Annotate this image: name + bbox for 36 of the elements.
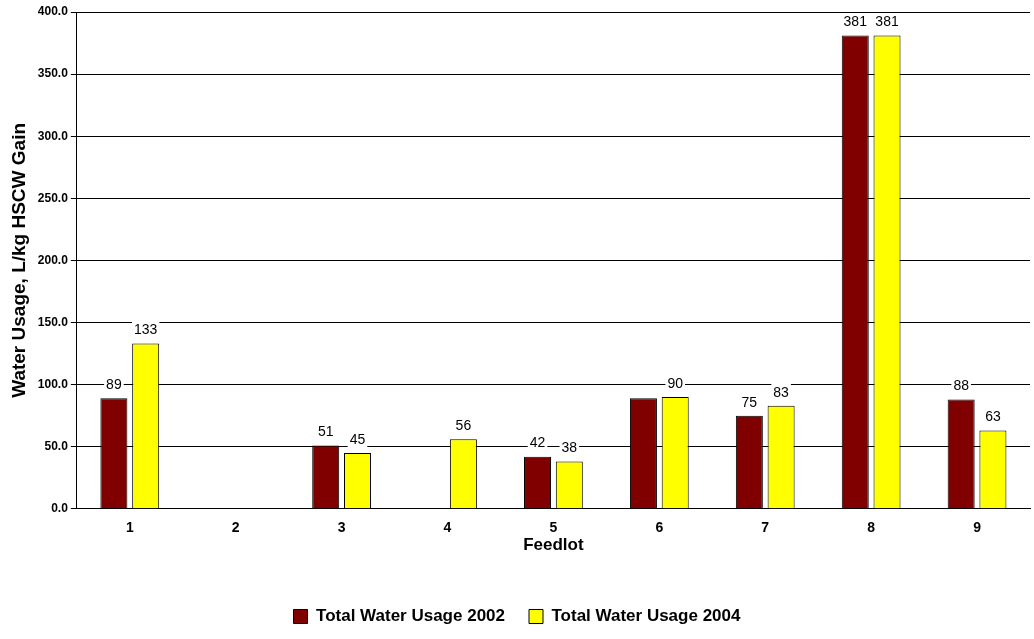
data-label: 63 bbox=[985, 408, 1001, 425]
x-tick-label: 2 bbox=[231, 519, 240, 536]
data-label: 42 bbox=[529, 434, 546, 451]
data-label: 88 bbox=[953, 377, 970, 394]
y-tick-label: 400.0 bbox=[37, 4, 69, 19]
y-tick-label: 50.0 bbox=[44, 439, 69, 454]
x-tick-label: 9 bbox=[973, 519, 982, 536]
data-label: 45 bbox=[349, 430, 366, 447]
legend-label: Total Water Usage 2004 bbox=[551, 606, 741, 626]
data-label: 381 bbox=[843, 13, 868, 30]
data-label: 90 bbox=[667, 374, 684, 391]
y-axis-title: Water Usage, L/kg HSCW Gain bbox=[7, 122, 29, 398]
x-axis-title: Feedlot bbox=[523, 535, 584, 555]
y-tick-label: 100.0 bbox=[37, 376, 69, 391]
y-tick-label: 0.0 bbox=[51, 501, 69, 516]
data-label: 381 bbox=[875, 13, 899, 30]
y-tick-label: 250.0 bbox=[37, 190, 69, 205]
x-tick-label: 7 bbox=[761, 519, 770, 536]
x-tick-label: 3 bbox=[337, 519, 346, 536]
data-label: 75 bbox=[741, 393, 758, 410]
data-label: 83 bbox=[773, 383, 790, 400]
x-tick-label: 5 bbox=[549, 519, 558, 536]
data-label: 89 bbox=[106, 376, 122, 393]
y-tick-label: 200.0 bbox=[37, 252, 69, 267]
y-tick-label: 350.0 bbox=[37, 66, 69, 81]
x-tick-label: 4 bbox=[443, 519, 452, 536]
y-tick-label: 300.0 bbox=[37, 128, 69, 143]
x-tick-label: 6 bbox=[655, 519, 664, 536]
x-tick-label: 8 bbox=[867, 519, 876, 536]
data-label: 56 bbox=[455, 417, 472, 434]
y-tick-label: 150.0 bbox=[37, 314, 69, 329]
legend-label: Total Water Usage 2002 bbox=[316, 606, 506, 626]
x-tick-label: 1 bbox=[125, 519, 134, 536]
data-label: 38 bbox=[561, 439, 578, 456]
data-label: 133 bbox=[133, 321, 158, 338]
data-label: 51 bbox=[317, 423, 334, 440]
